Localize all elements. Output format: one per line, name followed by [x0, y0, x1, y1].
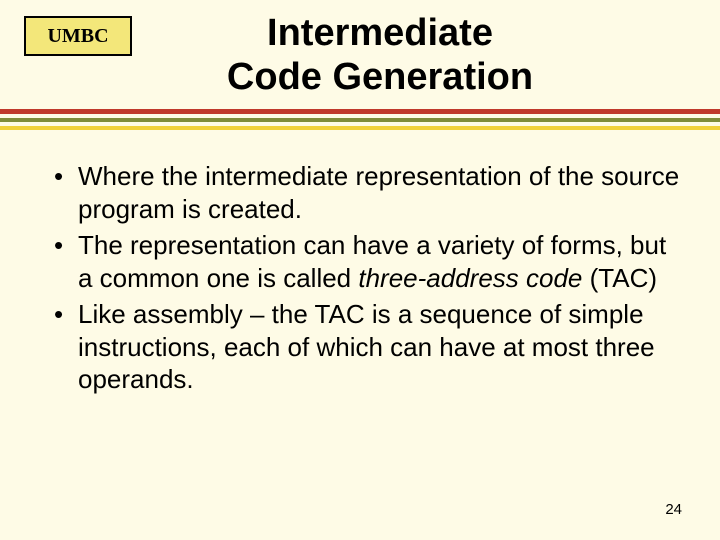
list-item: The representation can have a variety of…	[50, 229, 680, 294]
divider-rule-2	[0, 118, 720, 122]
page-title: Intermediate Code Generation	[100, 12, 660, 99]
header: UMBC Intermediate Code Generation	[0, 0, 720, 130]
bullet-text-pre: Like assembly – the TAC is a sequence of…	[78, 299, 655, 394]
bullet-list: Where the intermediate representation of…	[50, 160, 680, 396]
divider-rule-1	[0, 109, 720, 114]
divider	[0, 109, 720, 130]
bullet-text-post: (TAC)	[582, 263, 657, 293]
title-line-2: Code Generation	[227, 56, 533, 98]
list-item: Where the intermediate representation of…	[50, 160, 680, 225]
logo-box: UMBC	[24, 16, 132, 56]
title-line-1: Intermediate	[267, 12, 493, 54]
logo-text: UMBC	[47, 25, 108, 48]
divider-rule-3	[0, 126, 720, 130]
list-item: Like assembly – the TAC is a sequence of…	[50, 298, 680, 396]
page-number: 24	[665, 501, 682, 518]
bullet-text-italic: three-address code	[358, 263, 582, 293]
bullet-text-pre: Where the intermediate representation of…	[78, 161, 679, 224]
content-area: Where the intermediate representation of…	[0, 130, 720, 396]
